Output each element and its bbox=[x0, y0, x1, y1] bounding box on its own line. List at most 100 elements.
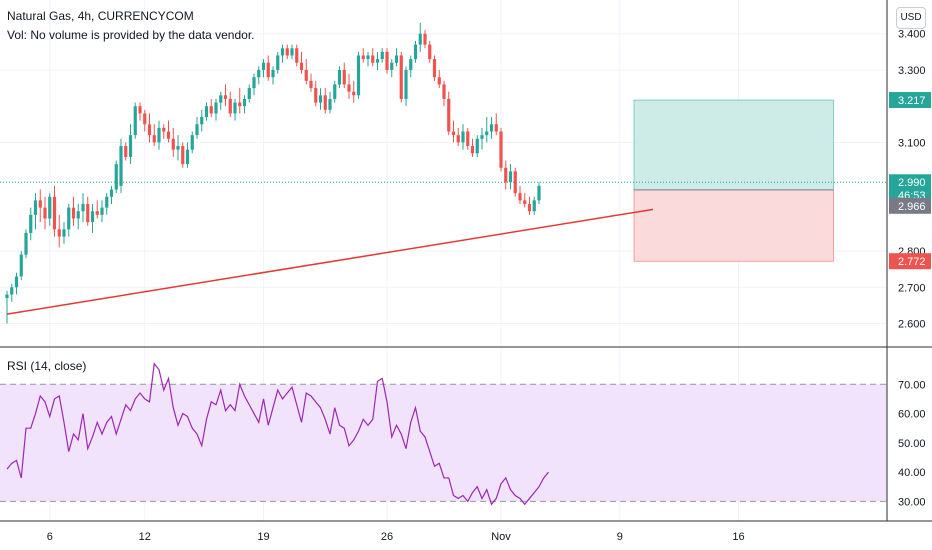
candle-body bbox=[52, 196, 57, 230]
candle bbox=[261, 59, 266, 78]
candle-body bbox=[181, 146, 185, 165]
candle-body bbox=[190, 135, 194, 150]
time-axis-tick-label: 19 bbox=[257, 531, 269, 543]
time-axis-tick-label: 6 bbox=[47, 531, 53, 543]
candle-body bbox=[518, 193, 522, 201]
candle-body bbox=[242, 98, 247, 107]
rsi-axis-tick-label: 60.00 bbox=[898, 409, 926, 421]
price-tag: 3.217 bbox=[889, 92, 931, 109]
candle bbox=[428, 40, 432, 63]
price-tag: 2.772 bbox=[889, 253, 931, 270]
candle-body bbox=[152, 135, 156, 143]
candle-body bbox=[171, 138, 175, 150]
candle-body bbox=[48, 196, 52, 219]
candle bbox=[347, 73, 351, 99]
candle bbox=[518, 185, 522, 204]
candle-body bbox=[233, 102, 237, 114]
candle bbox=[124, 142, 128, 161]
candle-body bbox=[461, 131, 465, 143]
candle bbox=[366, 51, 370, 67]
candle bbox=[480, 127, 484, 150]
price-axis-tick-label: 3.400 bbox=[898, 29, 926, 41]
trend-line[interactable] bbox=[6, 208, 654, 315]
candle bbox=[385, 48, 389, 74]
currency-button[interactable]: USD bbox=[896, 7, 926, 29]
candle bbox=[19, 251, 23, 281]
candle-body bbox=[162, 127, 166, 132]
candle-body bbox=[76, 211, 80, 219]
price-pane[interactable] bbox=[0, 0, 887, 521]
candle-body bbox=[280, 48, 285, 56]
candle-body bbox=[494, 124, 498, 132]
candle bbox=[176, 135, 180, 161]
candle bbox=[423, 30, 427, 49]
candle bbox=[413, 40, 418, 63]
candle-body bbox=[219, 95, 223, 103]
candle-body bbox=[276, 55, 280, 70]
price-tag-background bbox=[889, 92, 931, 109]
candle-body bbox=[470, 146, 475, 154]
candle-body bbox=[380, 51, 384, 60]
candle-body bbox=[328, 98, 332, 110]
target-zone[interactable] bbox=[633, 99, 834, 191]
candle bbox=[119, 138, 123, 194]
candle bbox=[24, 229, 28, 259]
candle bbox=[247, 84, 251, 103]
candle bbox=[238, 88, 242, 114]
candle-body bbox=[81, 203, 85, 212]
candle bbox=[318, 88, 323, 110]
stop-zone[interactable] bbox=[633, 189, 834, 262]
candle bbox=[48, 193, 52, 226]
price-tag-background bbox=[889, 174, 931, 191]
candle-body bbox=[371, 55, 375, 63]
candle-body bbox=[14, 276, 19, 288]
candle-body bbox=[523, 200, 527, 204]
candle bbox=[67, 203, 71, 237]
candle bbox=[513, 167, 517, 197]
time-axis[interactable]: 6 12 19 26 Nov 9 16 bbox=[47, 531, 745, 543]
long-position-tool[interactable] bbox=[633, 99, 834, 262]
candle bbox=[29, 207, 33, 241]
candle-body bbox=[228, 98, 232, 114]
rsi-axis[interactable]: 70.00 60.00 50.00 40.00 30.00 bbox=[898, 379, 926, 508]
time-axis-tick-label: 16 bbox=[732, 531, 744, 543]
candle bbox=[309, 73, 313, 92]
candlestick-series bbox=[5, 22, 541, 324]
candle bbox=[504, 160, 508, 190]
candle bbox=[266, 55, 270, 81]
candle-body bbox=[385, 51, 389, 70]
price-axis[interactable]: 3.400 3.300 3.100 2.800 2.700 2.600 bbox=[898, 29, 926, 331]
candle-body bbox=[266, 62, 270, 78]
candle bbox=[356, 51, 361, 99]
price-axis-tick-label: 2.700 bbox=[898, 282, 926, 294]
candle-body bbox=[323, 95, 327, 110]
candle bbox=[271, 66, 275, 85]
candle bbox=[152, 124, 156, 147]
candle-body bbox=[413, 44, 418, 60]
candle bbox=[314, 80, 318, 107]
candle-body bbox=[480, 135, 484, 139]
candle bbox=[394, 48, 399, 67]
candle-body bbox=[176, 146, 180, 150]
candle bbox=[461, 124, 465, 150]
candle-body bbox=[537, 185, 541, 201]
candle bbox=[380, 48, 384, 63]
candle bbox=[57, 214, 61, 248]
candle-body bbox=[57, 229, 61, 237]
candle-body bbox=[185, 149, 190, 165]
candle bbox=[299, 51, 304, 74]
candle bbox=[418, 22, 422, 52]
candle-body bbox=[299, 62, 304, 70]
candle-body bbox=[285, 48, 289, 56]
candle-body bbox=[418, 33, 422, 45]
candle-body bbox=[195, 124, 199, 136]
candle bbox=[95, 200, 99, 219]
candle-body bbox=[209, 106, 213, 114]
rsi-pane[interactable] bbox=[0, 362, 887, 506]
candle bbox=[52, 185, 57, 237]
candle bbox=[523, 193, 527, 208]
candle-body bbox=[437, 77, 441, 85]
candle-body bbox=[128, 135, 133, 157]
